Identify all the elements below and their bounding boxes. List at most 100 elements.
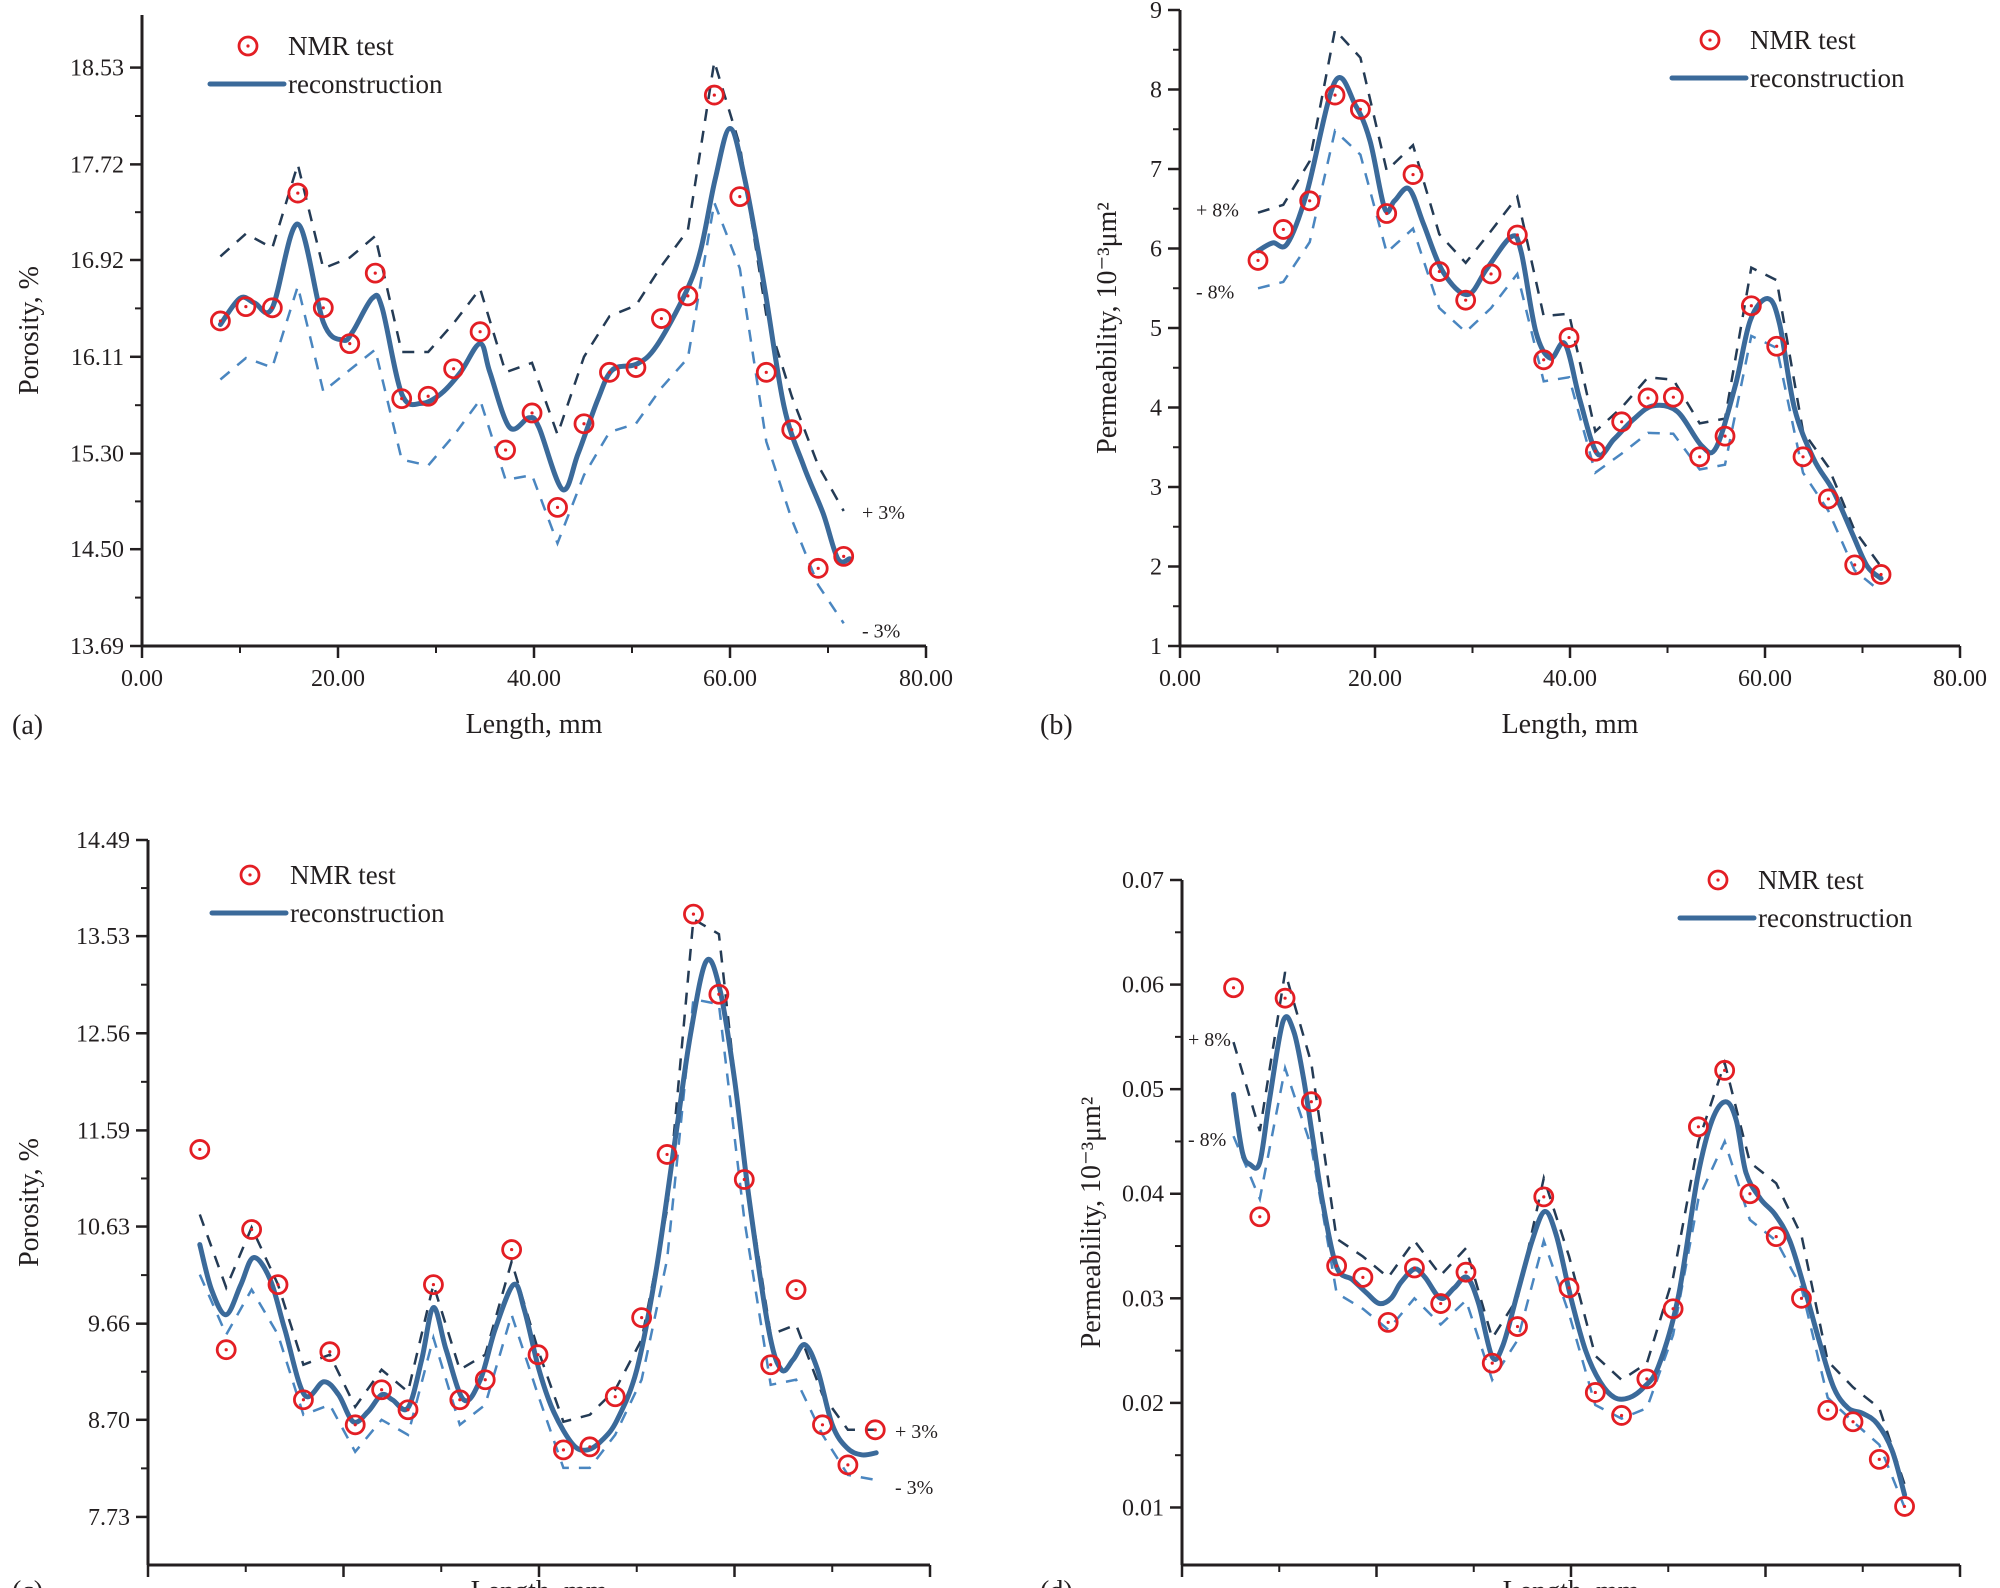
nmr-marker-dot: [555, 505, 560, 509]
nmr-marker-dot: [873, 1428, 877, 1432]
y-tick-label: 9.66: [88, 1312, 130, 1338]
nmr-data-point: [651, 308, 672, 329]
upper-band-label: + 3%: [895, 1421, 938, 1443]
nmr-data-point: [1247, 250, 1269, 271]
nmr-marker-dot: [1799, 1296, 1804, 1300]
nmr-marker-ring: [1870, 564, 1892, 585]
nmr-marker-dot: [1748, 1192, 1752, 1196]
nmr-marker-dot: [373, 271, 377, 275]
nmr-data-point: [261, 297, 283, 319]
legend-label-reconstruction: reconstruction: [288, 69, 443, 99]
nmr-marker-ring: [1455, 289, 1477, 311]
nmr-marker-ring: [677, 285, 699, 307]
nmr-data-point: [371, 1379, 393, 1401]
nmr-marker-dot: [1283, 996, 1287, 1000]
nmr-data-point: [1792, 446, 1814, 468]
nmr-marker-ring: [631, 1307, 653, 1329]
nmr-data-point: [1507, 1316, 1528, 1337]
reconstruction-line: [1255, 75, 1884, 581]
legend-label-nmr: NMR test: [1758, 865, 1864, 895]
nmr-marker-dot: [348, 342, 352, 346]
y-tick-label: 16.92: [70, 248, 124, 274]
nmr-marker-ring: [1533, 349, 1555, 371]
panel-label: (d): [1040, 1576, 1073, 1588]
nmr-data-point: [812, 1414, 833, 1436]
legend: NMR test reconstruction: [209, 860, 445, 928]
nmr-marker-dot: [686, 294, 690, 298]
nmr-data-point: [656, 1144, 678, 1165]
nmr-marker-ring: [527, 1344, 549, 1366]
nmr-marker-ring: [1689, 446, 1711, 468]
nmr-marker-ring: [501, 1239, 523, 1260]
nmr-marker-ring: [1402, 164, 1424, 185]
nmr-marker-dot: [536, 1353, 540, 1357]
nmr-marker-dot: [1696, 1125, 1700, 1129]
nmr-marker-dot: [406, 1408, 410, 1412]
legend-marker-ring: [237, 35, 259, 57]
nmr-marker-ring: [1223, 977, 1244, 999]
nmr-marker-dot: [1490, 1361, 1494, 1365]
x-tick-label: 20.00: [1350, 1585, 1404, 1588]
nmr-marker-ring: [209, 310, 231, 332]
lower-band-label: - 3%: [895, 1477, 933, 1499]
nmr-data-point: [1868, 1448, 1890, 1470]
nmr-marker-ring: [1894, 1496, 1915, 1517]
nmr-data-point: [1480, 263, 1502, 285]
nmr-marker-dot: [794, 1288, 798, 1292]
nmr-data-point: [1349, 98, 1371, 120]
y-tick-label: 1: [1150, 634, 1162, 660]
nmr-data-point: [683, 903, 704, 925]
nmr-data-point: [1324, 84, 1346, 106]
nmr-marker-ring: [1352, 1267, 1374, 1288]
nmr-data-point: [781, 419, 803, 441]
nmr-marker-dot: [1281, 227, 1285, 232]
nmr-marker-dot: [1439, 1301, 1443, 1306]
nmr-marker-dot: [1489, 272, 1493, 276]
nmr-marker-dot: [1308, 199, 1312, 203]
nmr-marker-ring: [1844, 554, 1866, 576]
nmr-data-point: [733, 1169, 755, 1190]
nmr-marker-dot: [1826, 497, 1830, 501]
nmr-marker-ring: [1792, 446, 1814, 468]
nmr-marker-dot: [224, 1348, 228, 1352]
y-tick-label: 0.04: [1122, 1182, 1164, 1208]
nmr-marker-dot: [483, 1378, 487, 1382]
y-tick-label: 17.72: [70, 152, 124, 178]
nmr-marker-ring: [733, 1169, 755, 1190]
upper-band-label: + 8%: [1188, 1029, 1231, 1051]
nmr-data-point: [1533, 1186, 1555, 1208]
nmr-marker-ring: [1791, 1287, 1812, 1309]
nmr-marker-dot: [1749, 304, 1753, 308]
nmr-marker-ring: [781, 419, 803, 441]
nmr-data-point: [501, 1239, 523, 1260]
legend: NMR test reconstruction: [1669, 25, 1905, 93]
nmr-marker-ring: [1739, 1183, 1761, 1205]
nmr-marker-ring: [1377, 1311, 1399, 1333]
y-tick-label: 15.30: [70, 442, 124, 468]
nmr-marker-ring: [1349, 98, 1371, 120]
legend-label-reconstruction: reconstruction: [290, 898, 445, 928]
nmr-data-point: [215, 1339, 237, 1361]
nmr-marker-dot: [1698, 455, 1702, 459]
nmr-data-point: [319, 1341, 341, 1363]
nmr-data-point: [1817, 488, 1839, 510]
nmr-marker-dot: [301, 1398, 306, 1402]
nmr-marker-dot: [400, 397, 404, 401]
y-tick-label: 10.63: [76, 1215, 130, 1241]
reconstruction-line: [217, 126, 853, 565]
nmr-marker-ring: [785, 1279, 807, 1301]
reconstruction-line: [1231, 1014, 1908, 1498]
chart-panel-b: 0.00 20.00 40.00 60.00 80.00 1 2 3 4 5 6 7 8 9 Length,…: [1040, 0, 1987, 741]
nmr-marker-ring: [1765, 1226, 1787, 1248]
nmr-data-point: [1377, 1311, 1399, 1333]
nmr-marker-ring: [287, 182, 309, 204]
nmr-marker-dot: [613, 1395, 617, 1399]
nmr-marker-ring: [1249, 1206, 1271, 1228]
nmr-marker-ring: [1662, 386, 1684, 408]
nmr-marker-dot: [816, 566, 820, 570]
nmr-marker-ring: [1274, 987, 1296, 1009]
y-tick-label: 2: [1150, 555, 1162, 581]
nmr-data-point: [703, 84, 725, 106]
nmr-marker-ring: [760, 1354, 782, 1376]
nmr-marker-ring: [312, 297, 334, 319]
